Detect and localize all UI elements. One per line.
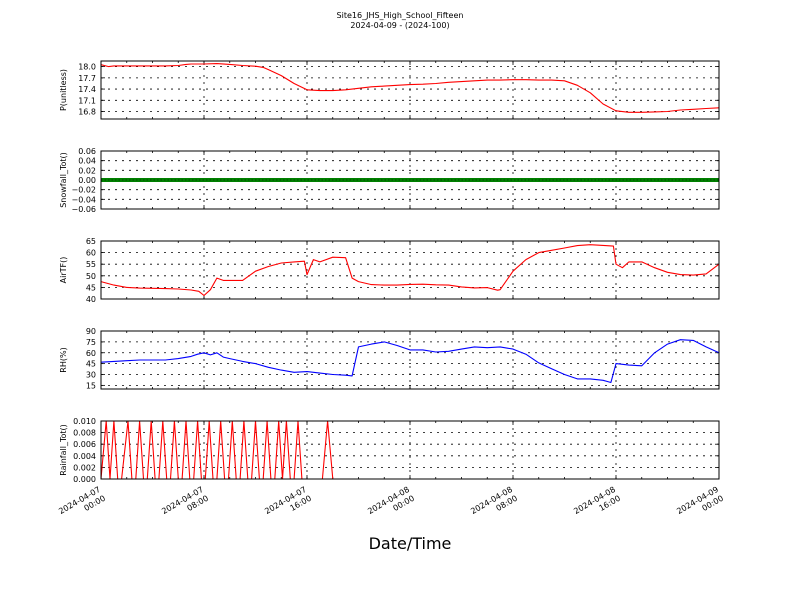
y-tick-label: 15 <box>86 381 96 390</box>
series-line-0 <box>100 63 720 113</box>
x-tick-label: 2024-04-0816:00 <box>572 485 622 525</box>
y-tick-label: −0.04 <box>71 195 96 204</box>
x-axis-label: Date/Time <box>368 534 452 553</box>
series-line-3 <box>100 339 720 384</box>
y-tick-label: 0.008 <box>73 429 96 438</box>
y-tick-label: 0.06 <box>78 147 96 156</box>
y-tick-label: 50 <box>86 272 96 281</box>
y-tick-label: 45 <box>86 283 96 292</box>
panel-frame-1 <box>100 150 720 210</box>
panel-frame-2 <box>100 240 720 300</box>
y-axis-label-0: P(unitless) <box>59 69 68 111</box>
y-tick-label: 16.8 <box>78 108 96 117</box>
panel-frame-4 <box>100 420 720 480</box>
panel-frame-3 <box>100 330 720 390</box>
y-tick-label: 0.04 <box>78 157 96 166</box>
x-tick-label: 2024-04-0800:00 <box>366 485 416 525</box>
x-tick-label: 2024-04-0808:00 <box>469 485 519 525</box>
x-tick-label: 2024-04-0716:00 <box>263 485 313 525</box>
y-tick-label: 0.000 <box>73 475 96 484</box>
y-tick-label: 75 <box>86 338 96 347</box>
chart-subtitle: 2024-04-09 - (2024-100) <box>350 21 450 30</box>
y-tick-label: 0.006 <box>73 440 96 449</box>
y-axis-label-4: Rainfall_Tot() <box>59 424 68 476</box>
y-tick-label: 40 <box>86 295 96 304</box>
y-tick-label: 60 <box>86 249 96 258</box>
y-tick-label: 0.010 <box>73 417 96 426</box>
x-tick-label: 2024-04-0700:00 <box>57 485 107 525</box>
y-tick-label: 17.1 <box>78 96 96 105</box>
y-tick-label: 55 <box>86 260 96 269</box>
y-tick-label: −0.02 <box>71 186 96 195</box>
y-tick-label: 30 <box>86 371 96 380</box>
y-tick-label: −0.06 <box>71 205 96 214</box>
x-tick-label: 2024-04-0900:00 <box>675 485 725 525</box>
y-tick-label: 17.7 <box>78 74 96 83</box>
y-axis-label-3: RH(%) <box>59 347 68 372</box>
y-tick-label: 65 <box>86 237 96 246</box>
y-tick-label: 0.002 <box>73 463 96 472</box>
y-tick-label: 18.0 <box>78 63 96 72</box>
y-axis-label-2: AirTF() <box>59 257 68 284</box>
y-tick-label: 17.4 <box>78 85 96 94</box>
panel-frame-0 <box>100 60 720 120</box>
y-axis-label-1: Snowfall_Tot() <box>59 152 68 208</box>
y-tick-label: 60 <box>86 349 96 358</box>
y-tick-label: 90 <box>86 327 96 336</box>
y-tick-label: 0.004 <box>73 452 96 461</box>
y-tick-label: 0.02 <box>78 166 96 175</box>
y-tick-label: 0.00 <box>78 176 96 185</box>
chart-title: Site16_JHS_High_School_Fifteen <box>336 11 464 20</box>
x-tick-label: 2024-04-0708:00 <box>160 485 210 525</box>
series-line-2 <box>100 244 720 297</box>
y-tick-label: 45 <box>86 360 96 369</box>
